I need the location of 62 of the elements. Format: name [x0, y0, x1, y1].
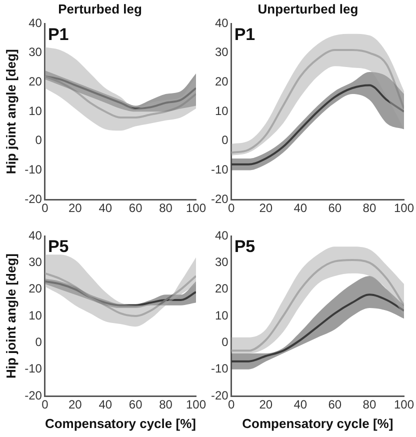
y-tick-label: 30 [28, 45, 42, 60]
x-tick-label: 80 [362, 201, 376, 216]
y-tick-label: -10 [24, 162, 42, 177]
y-tick-label: 10 [214, 308, 229, 322]
x-tick-label: 20 [68, 201, 82, 216]
y-tick-label: 0 [222, 334, 229, 349]
y-axis-title: Hip joint angle [deg] [3, 49, 18, 174]
x-axis-title: Compensatory cycle [%] [44, 416, 196, 431]
x-tick-label: 100 [394, 201, 414, 216]
y-axis-title: Hip joint angle [deg] [3, 254, 18, 378]
x-tick-label: 100 [186, 398, 206, 412]
chart-title: Perturbed leg [58, 1, 142, 16]
y-tick-label: 10 [28, 308, 42, 322]
annotation: P5 [48, 237, 69, 256]
y-tick-label: 30 [28, 254, 42, 269]
y-tick-label: 0 [35, 334, 42, 349]
y-tick-label: -20 [24, 388, 42, 402]
y-tick-label: 10 [28, 104, 42, 118]
y-tick-label: -20 [211, 192, 229, 206]
line-series [231, 84, 404, 166]
x-tick-label: 100 [394, 398, 414, 412]
y-tick-label: 40 [214, 228, 229, 242]
x-axis-title: Compensatory cycle [%] [242, 416, 394, 431]
y-tick-label: 30 [214, 45, 229, 60]
x-tick-label: 100 [186, 201, 206, 216]
y-tick-label: -10 [211, 162, 229, 177]
x-tick-label: 40 [294, 201, 308, 216]
x-tick-label: 80 [159, 398, 173, 412]
x-tick-label: 60 [328, 201, 342, 216]
x-tick-label: 20 [68, 398, 82, 412]
annotation: P1 [48, 24, 69, 44]
line-series [44, 272, 196, 317]
y-tick-label: 30 [214, 254, 229, 269]
x-tick-label: 40 [294, 398, 308, 412]
y-tick-label: 20 [214, 282, 229, 296]
y-tick-label: 0 [35, 133, 42, 148]
x-tick-label: 40 [98, 201, 112, 216]
x-tick-label: 80 [159, 201, 173, 216]
y-tick-label: -20 [24, 192, 42, 206]
chart-title: Unperturbed leg [258, 1, 358, 16]
y-tick-label: 10 [214, 104, 229, 118]
y-tick-label: 20 [28, 282, 42, 296]
line-series [44, 75, 196, 118]
x-tick-label: 60 [128, 398, 143, 412]
y-tick-label: 0 [222, 133, 229, 148]
x-tick-label: 60 [328, 398, 342, 412]
line-series [231, 294, 404, 362]
x-tick-label: 20 [259, 398, 273, 412]
y-tick-label: 40 [28, 16, 42, 30]
y-tick-label: 20 [28, 74, 42, 89]
x-tick-label: 60 [128, 201, 143, 216]
x-tick-label: 80 [362, 398, 376, 412]
y-tick-label: 40 [28, 228, 42, 242]
y-tick-label: 20 [214, 74, 229, 89]
annotation: P5 [234, 237, 256, 256]
x-tick-label: 40 [98, 398, 112, 412]
x-tick-label: 20 [259, 201, 273, 216]
y-tick-label: -10 [24, 362, 42, 376]
y-tick-label: 40 [214, 16, 229, 30]
y-tick-label: -20 [211, 388, 229, 402]
y-tick-label: -10 [211, 362, 229, 376]
annotation: P1 [234, 24, 256, 44]
